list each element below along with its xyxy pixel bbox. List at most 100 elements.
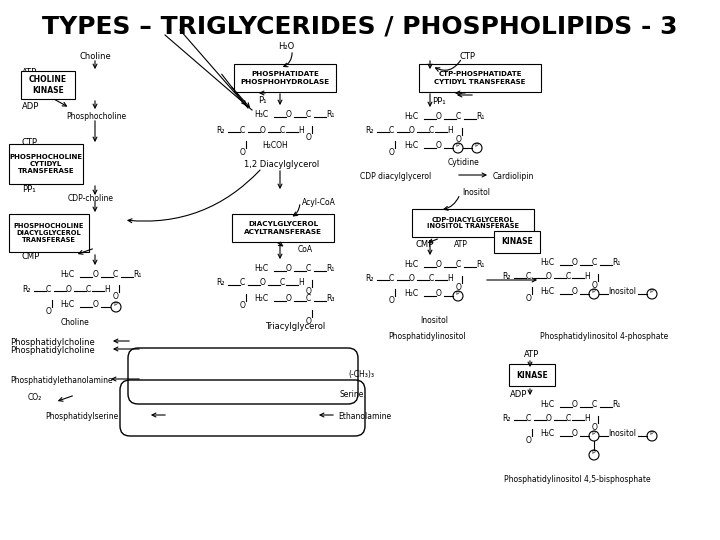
Text: P: P [455, 291, 459, 296]
Text: PHOSPHATIDATE
PHOSPHOHYDROLASE: PHOSPHATIDATE PHOSPHOHYDROLASE [240, 71, 330, 84]
Text: O: O [572, 429, 578, 438]
Text: H₂C: H₂C [404, 289, 418, 298]
Text: Inositol: Inositol [462, 188, 490, 197]
Text: H: H [447, 274, 453, 283]
Text: C: C [526, 272, 531, 281]
Text: Choline: Choline [60, 318, 89, 327]
Text: C: C [240, 126, 246, 135]
Text: CTP: CTP [460, 52, 476, 61]
Text: O: O [260, 278, 266, 287]
Text: 1,2 Diacylglycerol: 1,2 Diacylglycerol [244, 160, 319, 169]
Text: TYPES – TRIGLYCERIDES / PHOSPHOLIPIDS - 3: TYPES – TRIGLYCERIDES / PHOSPHOLIPIDS - … [42, 14, 678, 38]
Text: PHOSPHOCHOLINE
CYTIDYL
TRANSFERASE: PHOSPHOCHOLINE CYTIDYL TRANSFERASE [9, 154, 83, 174]
Text: H: H [584, 272, 590, 281]
Text: Phosphatidylinositol 4,5-bisphosphate: Phosphatidylinositol 4,5-bisphosphate [504, 475, 651, 484]
Text: R₂: R₂ [365, 274, 374, 283]
Text: PP₁: PP₁ [432, 97, 446, 106]
Text: P₁: P₁ [258, 96, 266, 105]
Text: R₂: R₂ [365, 126, 374, 135]
FancyBboxPatch shape [9, 214, 89, 252]
Text: O: O [240, 148, 246, 157]
Text: C: C [592, 400, 598, 409]
Text: Phosphatidylserine: Phosphatidylserine [45, 412, 118, 421]
Text: O: O [436, 112, 442, 121]
Text: CDP-DIACYLGLYCEROL
INOSITOL TRANSFERASE: CDP-DIACYLGLYCEROL INOSITOL TRANSFERASE [427, 217, 519, 230]
Text: C: C [113, 270, 118, 279]
Text: Acyl-CoA: Acyl-CoA [302, 198, 336, 207]
Text: CMP: CMP [22, 252, 40, 261]
Text: C: C [526, 414, 531, 423]
Text: C: C [306, 110, 311, 119]
Text: R₁: R₁ [476, 112, 485, 121]
Text: Phosphatidylinositol: Phosphatidylinositol [388, 332, 466, 341]
Text: O: O [409, 126, 415, 135]
Text: CTP-PHOSPHATIDATE
CYTIDYL TRANSFERASE: CTP-PHOSPHATIDATE CYTIDYL TRANSFERASE [434, 71, 526, 84]
Text: R₂: R₂ [216, 278, 225, 287]
Text: CDP diacylglycerol: CDP diacylglycerol [360, 172, 431, 181]
Text: R₂: R₂ [502, 414, 510, 423]
Text: C: C [429, 274, 434, 283]
Text: O: O [389, 296, 395, 305]
Text: ATP: ATP [524, 350, 539, 359]
Text: ADP: ADP [22, 102, 40, 111]
Text: PP₁: PP₁ [22, 185, 35, 194]
Text: C: C [306, 294, 311, 303]
FancyBboxPatch shape [494, 231, 540, 253]
Text: R₁: R₁ [326, 264, 334, 273]
Text: P: P [591, 431, 595, 436]
Text: Choline: Choline [79, 52, 111, 61]
Text: R₁: R₁ [326, 110, 334, 119]
Text: H₂C: H₂C [404, 260, 418, 269]
Text: O: O [456, 283, 462, 292]
FancyBboxPatch shape [9, 144, 83, 184]
Text: O: O [306, 287, 312, 296]
Text: O: O [66, 285, 72, 294]
Text: C: C [86, 285, 91, 294]
Text: C: C [306, 264, 311, 273]
Text: O: O [93, 300, 99, 309]
FancyBboxPatch shape [232, 214, 334, 242]
Text: Phosphatidylcholine: Phosphatidylcholine [10, 346, 95, 355]
Text: C: C [46, 285, 51, 294]
Text: O: O [286, 264, 292, 273]
Text: ATP: ATP [22, 68, 37, 77]
Text: O: O [306, 317, 312, 326]
Text: O: O [93, 270, 99, 279]
Text: C: C [429, 126, 434, 135]
Text: H: H [298, 278, 304, 287]
Text: O: O [436, 289, 442, 298]
Text: Ethanolamine: Ethanolamine [338, 412, 391, 421]
Text: H₂C: H₂C [60, 270, 74, 279]
Text: R₂: R₂ [216, 126, 225, 135]
Text: CoA: CoA [298, 245, 313, 254]
Text: R₁: R₁ [133, 270, 141, 279]
Text: Inositol: Inositol [608, 429, 636, 438]
Text: P: P [474, 143, 477, 148]
Text: O: O [546, 272, 552, 281]
Text: O: O [572, 287, 578, 296]
Text: H₂C: H₂C [540, 429, 554, 438]
Text: C: C [456, 112, 462, 121]
Text: O: O [389, 148, 395, 157]
Text: P: P [455, 143, 459, 148]
Text: Triacylglycerol: Triacylglycerol [265, 322, 325, 331]
Text: H: H [447, 126, 453, 135]
Text: H₂C: H₂C [404, 141, 418, 150]
Text: O: O [306, 133, 312, 142]
Text: H: H [584, 414, 590, 423]
Text: ATP: ATP [454, 240, 468, 249]
Text: H₂C: H₂C [60, 300, 74, 309]
Text: R₁: R₁ [476, 260, 485, 269]
Text: O: O [456, 135, 462, 144]
Text: O: O [546, 414, 552, 423]
FancyBboxPatch shape [234, 64, 336, 92]
Text: O: O [113, 292, 119, 301]
Text: P: P [649, 289, 652, 294]
Text: R₁: R₁ [612, 400, 621, 409]
Text: Inositol: Inositol [608, 287, 636, 296]
Text: O: O [436, 260, 442, 269]
Text: H₂O: H₂O [278, 42, 294, 51]
Text: (-CH₃)₃: (-CH₃)₃ [348, 370, 374, 379]
Text: C: C [566, 414, 571, 423]
Text: CO₂: CO₂ [28, 393, 42, 402]
